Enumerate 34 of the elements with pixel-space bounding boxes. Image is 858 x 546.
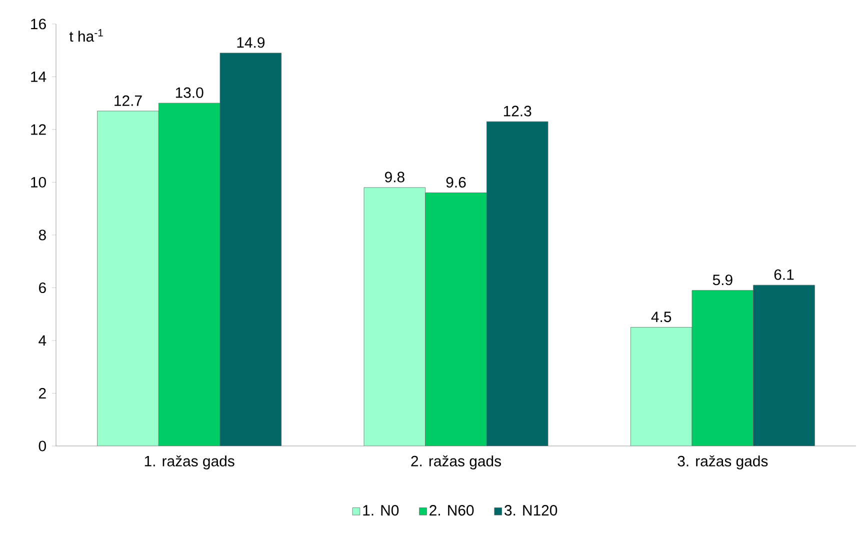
data-label: 12.7 (114, 95, 142, 106)
x-tick-label: 2. ražas gads (411, 455, 501, 470)
data-label: 9.6 (446, 177, 466, 188)
bar (158, 102, 220, 446)
y-tick-label: 0 (38, 440, 46, 452)
bar (425, 192, 487, 446)
data-label: 4.5 (651, 312, 672, 322)
bar (486, 121, 548, 446)
data-label: 5.9 (712, 274, 732, 286)
y-tick-label: 8 (38, 230, 46, 240)
data-label: 12.3 (504, 106, 532, 116)
data-label: 13.0 (176, 87, 204, 98)
legend-label: 1. N0 (363, 505, 399, 516)
bar (97, 110, 159, 446)
bar (364, 187, 426, 446)
bar (692, 290, 754, 446)
y-tick-label: 16 (31, 18, 46, 30)
legend-label: 2. N60 (430, 505, 474, 516)
y-axis-title: t ha$^{-1}$ (69, 29, 103, 42)
y-tick-label: 12 (31, 124, 46, 135)
data-label: 14.9 (237, 37, 264, 48)
data-label: 9.8 (384, 172, 404, 182)
bar (220, 52, 282, 446)
x-tick-label: 3. ražas gads (678, 455, 768, 470)
bar (630, 327, 692, 446)
legend-label: 3. N120 (504, 505, 558, 516)
y-tick-label: 6 (39, 282, 46, 294)
bar (753, 284, 815, 446)
y-tick-label: 14 (31, 72, 46, 82)
y-tick-label: 10 (31, 176, 46, 188)
data-label: 6.1 (774, 269, 794, 280)
x-tick-label: 1. ražas gads (144, 455, 234, 470)
y-tick-label: 4 (38, 335, 46, 346)
y-tick-label: 2 (39, 388, 46, 398)
